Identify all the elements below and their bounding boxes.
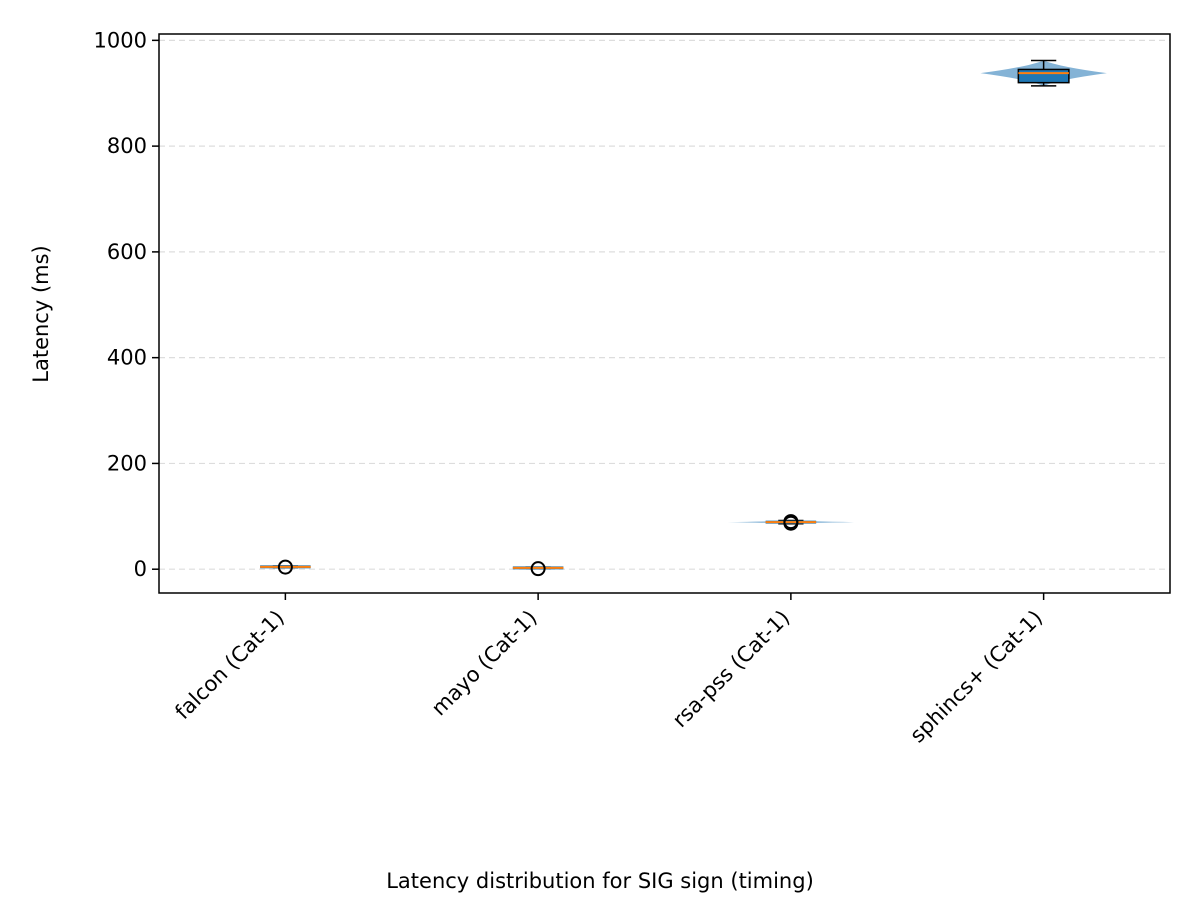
y-tick-label: 0 bbox=[134, 557, 147, 581]
outlier-point bbox=[530, 561, 546, 577]
grid-lines bbox=[159, 39, 1170, 570]
chart-caption: Latency distribution for SIG sign (timin… bbox=[386, 869, 814, 893]
x-tick-label: rsa-pss (Cat-1) bbox=[668, 606, 795, 733]
boxes bbox=[260, 59, 1070, 577]
outlier-point bbox=[277, 559, 293, 575]
y-tick-label: 1000 bbox=[94, 28, 147, 52]
y-tick-label: 800 bbox=[107, 134, 147, 158]
x-tick-label: sphincs+ (Cat-1) bbox=[905, 606, 1047, 748]
y-tick-label: 400 bbox=[107, 346, 147, 370]
y-tick-label: 600 bbox=[107, 240, 147, 264]
box-iqr bbox=[1017, 68, 1070, 84]
y-tick-label: 200 bbox=[107, 451, 147, 475]
y-axis: 0 200 400 600 800 1000 bbox=[94, 28, 159, 581]
x-axis: falcon (Cat-1) mayo (Cat-1) rsa-pss (Cat-1… bbox=[170, 593, 1047, 747]
outlier-point bbox=[783, 514, 799, 530]
plot-area bbox=[159, 34, 1170, 593]
x-tick-label: falcon (Cat-1) bbox=[170, 606, 288, 724]
x-tick-label: mayo (Cat-1) bbox=[427, 606, 542, 721]
plot-frame bbox=[158, 33, 1171, 594]
y-axis-label: Latency (ms) bbox=[29, 245, 53, 382]
